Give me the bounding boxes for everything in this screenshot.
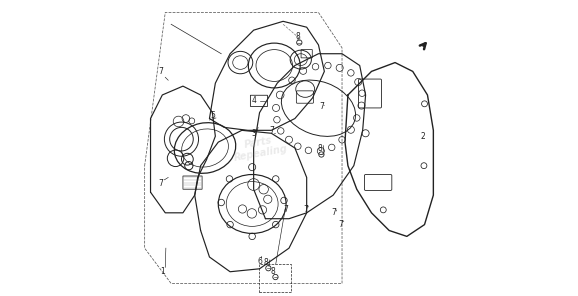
Text: 7: 7 <box>303 205 308 214</box>
Text: 5: 5 <box>210 111 215 120</box>
Text: 8: 8 <box>317 144 323 152</box>
Text: 1: 1 <box>160 267 165 276</box>
Text: 6: 6 <box>257 257 262 266</box>
Text: 4: 4 <box>251 96 256 105</box>
Text: 7: 7 <box>269 126 274 135</box>
Text: 8: 8 <box>263 258 268 267</box>
Text: 7: 7 <box>319 102 324 111</box>
Text: 8: 8 <box>295 32 300 41</box>
Text: 7: 7 <box>331 208 336 217</box>
Text: Parts
Repealing: Parts Repealing <box>231 133 288 163</box>
Text: 3: 3 <box>251 129 256 138</box>
Text: 7: 7 <box>338 220 343 229</box>
Text: 7: 7 <box>158 179 163 188</box>
Text: 7: 7 <box>283 205 288 214</box>
Text: 7: 7 <box>158 67 163 76</box>
Text: 2: 2 <box>420 132 425 141</box>
Text: 8: 8 <box>271 267 275 276</box>
Bar <box>259 264 291 292</box>
